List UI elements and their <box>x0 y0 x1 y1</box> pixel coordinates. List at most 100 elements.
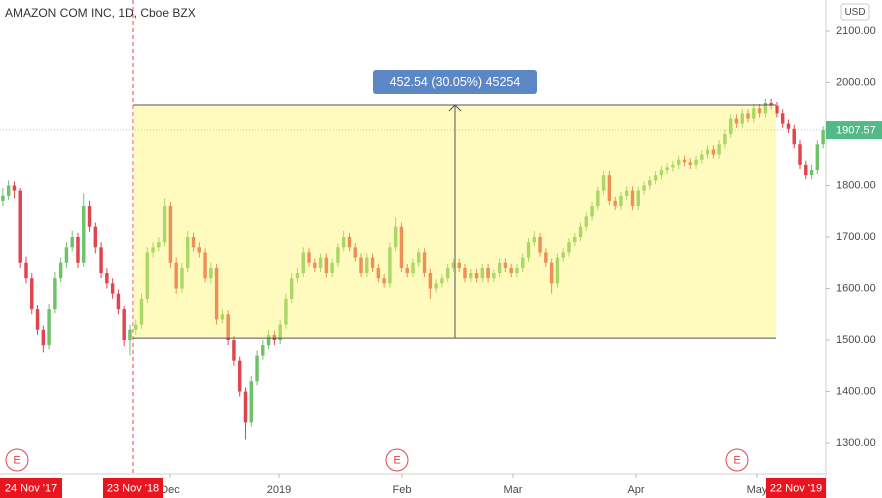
candle-body <box>740 113 744 124</box>
candle-body <box>295 273 300 279</box>
x-tick-label: Feb <box>393 484 412 496</box>
candle-body <box>717 144 721 155</box>
candle-body <box>134 324 138 330</box>
y-tick-label: 1800.00 <box>836 179 876 191</box>
y-tick-label: 1500.00 <box>836 334 876 346</box>
x-tick-label: May <box>747 484 768 496</box>
date-marker-box <box>766 478 826 498</box>
candle-body <box>515 267 519 274</box>
candle-body <box>151 247 155 253</box>
candle-body <box>139 298 144 325</box>
y-tick-label: 2100.00 <box>836 25 876 37</box>
candle-body <box>122 309 126 341</box>
candle-body <box>301 252 305 274</box>
candle-body <box>526 242 531 258</box>
event-marker[interactable] <box>725 448 749 472</box>
candle-body <box>64 247 69 263</box>
candle-body <box>769 103 773 106</box>
candle-body <box>393 226 398 248</box>
candle-body <box>711 149 716 155</box>
date-marker: 22 Nov '19 <box>770 482 822 494</box>
candle-body <box>82 206 86 263</box>
candle-body <box>821 130 825 145</box>
candle-body <box>399 226 404 268</box>
candle-body <box>671 164 675 168</box>
currency-box[interactable] <box>840 3 870 21</box>
candle-body <box>422 252 427 274</box>
candle-body <box>226 314 230 341</box>
candle-body <box>209 267 213 279</box>
candle-body <box>6 185 11 196</box>
candle-body <box>728 118 733 134</box>
candle-body <box>474 273 479 279</box>
event-label: E <box>393 454 400 466</box>
currency: USD <box>844 7 865 18</box>
y-tick-label: 1400.00 <box>836 385 876 397</box>
y-tick-label: 1300.00 <box>836 437 876 449</box>
candle-body <box>445 267 450 279</box>
candle-body <box>168 206 173 263</box>
candle-body <box>330 262 334 274</box>
candle-body <box>624 190 629 196</box>
candle-body <box>1 195 5 201</box>
candle-body <box>359 257 363 274</box>
date-marker-box <box>103 478 163 498</box>
candle-body <box>191 237 196 248</box>
candle-body <box>780 113 785 124</box>
candle-body <box>480 267 485 279</box>
candle-body <box>434 283 438 289</box>
candle-body <box>116 293 121 310</box>
candle-body <box>417 252 421 263</box>
candle-body <box>521 257 525 268</box>
candle-body <box>648 180 652 186</box>
candle-body <box>694 159 698 165</box>
candle-body <box>99 247 103 274</box>
event-label: E <box>13 454 20 466</box>
candle-body <box>388 247 392 284</box>
date-marker: 24 Nov '17 <box>5 482 57 494</box>
candle-body <box>318 257 323 268</box>
candle-body <box>665 167 669 171</box>
candle-body <box>87 206 92 227</box>
candle-body <box>440 278 444 284</box>
candle-body <box>214 267 219 320</box>
candle-body <box>93 226 98 248</box>
candle-body <box>555 257 560 284</box>
candle-body <box>752 108 756 119</box>
date-marker: 23 Nov '18 <box>107 482 159 494</box>
candle-body <box>405 267 409 274</box>
candle-body <box>578 226 583 237</box>
candle-body <box>815 144 820 171</box>
candle-body <box>590 206 594 217</box>
y-tick-label: 2000.00 <box>836 76 876 88</box>
candle-body <box>705 149 710 155</box>
candle-body <box>497 262 502 274</box>
candle-body <box>734 118 739 124</box>
candle-body <box>249 381 253 423</box>
x-tick-label: 2019 <box>267 484 291 496</box>
candle-body <box>376 267 381 279</box>
candle-body <box>261 345 265 356</box>
candle-body <box>70 237 74 248</box>
event-label: E <box>733 454 740 466</box>
candle-body <box>289 278 294 299</box>
y-tick-label: 1700.00 <box>836 231 876 243</box>
chart-title: AMAZON COM INC, 1D, Cboe BZX <box>5 6 196 20</box>
candle-body <box>573 237 577 243</box>
candle-body <box>353 247 357 258</box>
candle-body <box>659 170 664 176</box>
candle-body <box>382 278 386 284</box>
event-marker[interactable] <box>5 448 29 472</box>
event-marker[interactable] <box>385 448 409 472</box>
candle-body <box>255 355 259 382</box>
candle-body <box>642 185 646 191</box>
candle-body <box>12 185 17 191</box>
x-tick-label: Apr <box>627 484 644 496</box>
candle-body <box>561 252 565 258</box>
candle-body <box>596 190 600 207</box>
candle-body <box>723 133 727 145</box>
candle-body <box>763 103 768 114</box>
candle-body <box>272 334 277 341</box>
